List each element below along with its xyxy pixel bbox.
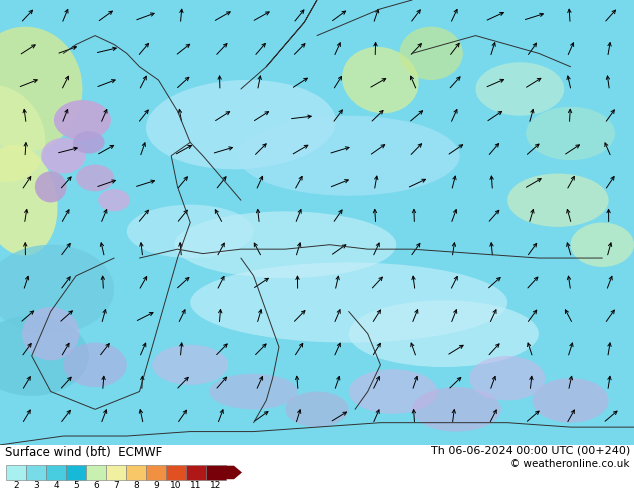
Ellipse shape [507,173,609,227]
Text: 4: 4 [53,482,59,490]
Text: 12: 12 [210,482,222,490]
Text: 7: 7 [113,482,119,490]
Ellipse shape [22,307,79,360]
Ellipse shape [571,222,634,267]
Ellipse shape [41,138,86,173]
Ellipse shape [526,107,615,160]
Ellipse shape [285,392,349,427]
Ellipse shape [190,263,507,343]
Bar [66,465,86,480]
Text: 6: 6 [93,482,99,490]
Bar [206,465,226,480]
Ellipse shape [98,189,130,211]
Ellipse shape [238,116,460,196]
Ellipse shape [469,356,545,400]
Bar [86,465,106,480]
Ellipse shape [476,62,564,116]
Ellipse shape [0,245,114,334]
Bar [126,465,146,480]
Ellipse shape [342,47,419,113]
Ellipse shape [399,26,463,80]
Ellipse shape [152,345,228,385]
Text: 11: 11 [190,482,202,490]
Bar [166,465,186,480]
Text: Surface wind (bft)  ECMWF: Surface wind (bft) ECMWF [5,446,162,459]
Ellipse shape [127,205,254,258]
Ellipse shape [412,387,501,432]
FancyArrow shape [226,466,242,479]
Ellipse shape [209,374,298,409]
Bar [26,465,46,480]
Text: 10: 10 [171,482,182,490]
Text: 5: 5 [73,482,79,490]
Text: © weatheronline.co.uk: © weatheronline.co.uk [510,459,630,469]
Bar [186,465,206,480]
Text: 8: 8 [133,482,139,490]
Ellipse shape [349,369,437,414]
Bar [106,465,126,480]
Bar [146,465,166,480]
Ellipse shape [54,100,111,140]
Ellipse shape [63,343,127,387]
Ellipse shape [533,378,609,423]
Ellipse shape [0,316,89,396]
Ellipse shape [0,26,82,151]
Ellipse shape [0,85,46,182]
Ellipse shape [146,80,336,169]
Bar [6,465,26,480]
Text: Th 06-06-2024 00:00 UTC (00+240): Th 06-06-2024 00:00 UTC (00+240) [430,446,630,456]
Ellipse shape [35,172,67,202]
Text: 3: 3 [33,482,39,490]
Text: 9: 9 [153,482,159,490]
Ellipse shape [73,131,105,153]
Ellipse shape [349,300,539,367]
Ellipse shape [0,145,58,256]
Ellipse shape [76,165,114,191]
Bar [46,465,66,480]
Text: 2: 2 [13,482,19,490]
Ellipse shape [174,211,396,278]
